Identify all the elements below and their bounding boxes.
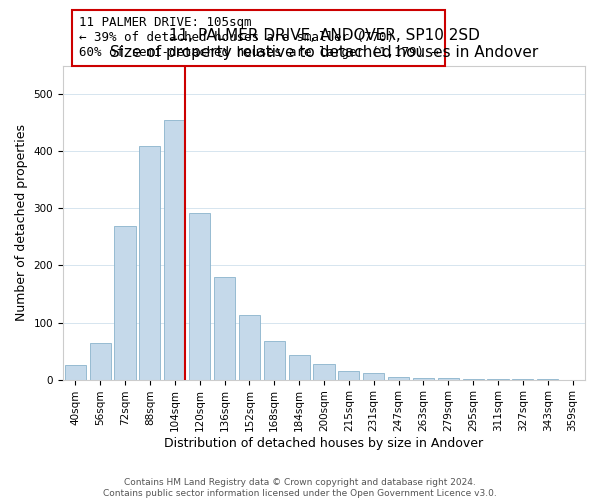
Bar bbox=[338, 371, 359, 380]
Bar bbox=[115, 226, 136, 380]
Bar bbox=[89, 342, 111, 380]
Bar bbox=[65, 366, 86, 380]
Bar bbox=[263, 342, 285, 380]
Bar bbox=[139, 146, 160, 380]
Bar bbox=[214, 277, 235, 380]
Bar bbox=[164, 120, 185, 380]
Bar bbox=[239, 315, 260, 380]
Bar bbox=[463, 379, 484, 380]
X-axis label: Distribution of detached houses by size in Andover: Distribution of detached houses by size … bbox=[164, 437, 484, 450]
Bar bbox=[363, 372, 384, 380]
Bar bbox=[289, 355, 310, 380]
Title: 11, PALMER DRIVE, ANDOVER, SP10 2SD
Size of property relative to detached houses: 11, PALMER DRIVE, ANDOVER, SP10 2SD Size… bbox=[110, 28, 538, 60]
Text: Contains HM Land Registry data © Crown copyright and database right 2024.
Contai: Contains HM Land Registry data © Crown c… bbox=[103, 478, 497, 498]
Bar bbox=[413, 378, 434, 380]
Text: 11 PALMER DRIVE: 105sqm
← 39% of detached houses are smaller (770)
60% of semi-d: 11 PALMER DRIVE: 105sqm ← 39% of detache… bbox=[79, 16, 439, 60]
Bar bbox=[437, 378, 459, 380]
Bar bbox=[388, 376, 409, 380]
Bar bbox=[512, 379, 533, 380]
Bar bbox=[313, 364, 335, 380]
Bar bbox=[537, 379, 558, 380]
Y-axis label: Number of detached properties: Number of detached properties bbox=[15, 124, 28, 321]
Bar bbox=[487, 379, 509, 380]
Bar bbox=[189, 213, 210, 380]
